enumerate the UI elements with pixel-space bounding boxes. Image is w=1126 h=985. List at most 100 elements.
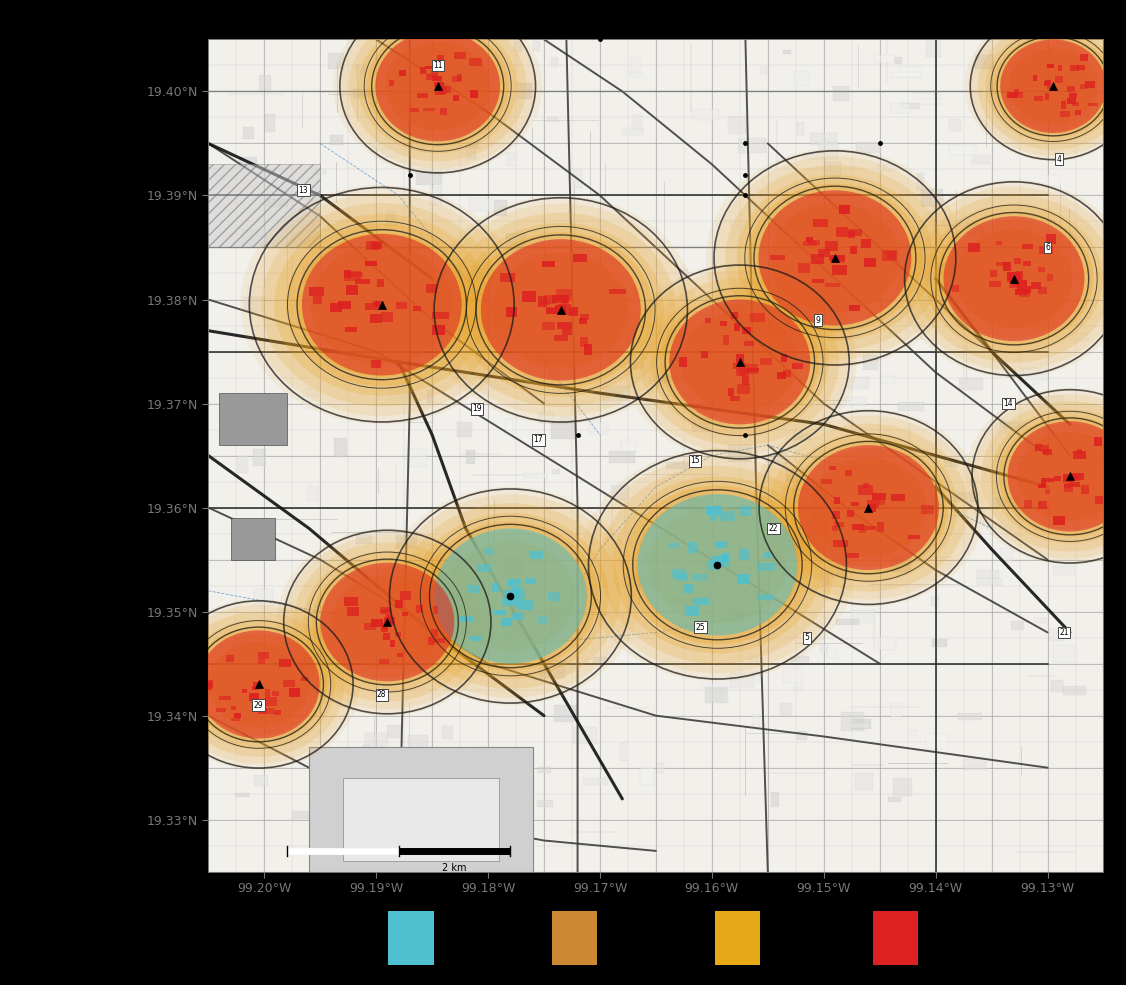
Bar: [1064, 483, 1070, 489]
Bar: [234, 713, 241, 718]
Bar: [292, 727, 307, 737]
Bar: [723, 336, 730, 345]
Bar: [866, 505, 872, 510]
Bar: [339, 300, 351, 309]
Bar: [549, 609, 565, 624]
Bar: [752, 672, 759, 683]
Bar: [701, 683, 727, 689]
Bar: [790, 656, 808, 662]
Bar: [242, 690, 248, 693]
Bar: [1016, 93, 1022, 98]
Bar: [565, 275, 581, 281]
Bar: [742, 327, 751, 334]
Ellipse shape: [198, 633, 320, 736]
Bar: [917, 173, 923, 190]
Bar: [470, 198, 491, 211]
Bar: [751, 601, 774, 616]
Bar: [231, 718, 240, 721]
Bar: [610, 485, 629, 500]
Bar: [1094, 437, 1102, 445]
Bar: [835, 228, 848, 237]
Bar: [969, 274, 977, 283]
Bar: [470, 90, 479, 98]
Bar: [883, 250, 897, 261]
Bar: [844, 470, 852, 476]
Bar: [528, 254, 551, 271]
Bar: [355, 279, 370, 284]
Bar: [554, 335, 569, 341]
Bar: [1078, 449, 1082, 454]
Bar: [459, 616, 473, 622]
Ellipse shape: [1008, 422, 1126, 532]
Text: 4: 4: [1056, 155, 1061, 164]
Bar: [731, 311, 738, 319]
Ellipse shape: [600, 466, 834, 664]
Bar: [1045, 489, 1051, 494]
Bar: [258, 698, 265, 706]
Bar: [770, 255, 785, 260]
Bar: [1038, 501, 1047, 508]
Bar: [330, 302, 342, 312]
Bar: [543, 261, 555, 267]
Ellipse shape: [798, 445, 939, 570]
Bar: [352, 89, 374, 98]
Bar: [759, 563, 775, 570]
Bar: [1024, 261, 1030, 266]
Bar: [423, 107, 435, 111]
Bar: [377, 287, 386, 299]
Ellipse shape: [458, 223, 663, 397]
Bar: [640, 767, 654, 785]
Bar: [544, 295, 556, 304]
Bar: [473, 262, 490, 279]
Bar: [893, 778, 912, 796]
Bar: [432, 312, 449, 318]
Bar: [733, 362, 745, 369]
Ellipse shape: [631, 270, 849, 454]
Bar: [440, 107, 447, 115]
Bar: [1037, 277, 1049, 295]
Bar: [932, 639, 947, 647]
Bar: [921, 504, 935, 513]
Bar: [388, 80, 394, 86]
Ellipse shape: [681, 312, 798, 412]
Bar: [1069, 483, 1080, 487]
Bar: [552, 469, 561, 474]
Bar: [825, 240, 838, 250]
Bar: [796, 122, 804, 136]
Bar: [573, 254, 587, 262]
Bar: [381, 624, 388, 631]
Bar: [794, 686, 803, 691]
Bar: [560, 417, 571, 424]
Bar: [533, 631, 555, 638]
Bar: [1024, 368, 1037, 384]
Bar: [744, 341, 754, 347]
Ellipse shape: [250, 193, 513, 416]
Bar: [395, 632, 402, 637]
Ellipse shape: [981, 401, 1126, 552]
Bar: [383, 149, 396, 158]
Bar: [738, 573, 750, 584]
Bar: [954, 492, 976, 502]
Bar: [427, 390, 435, 404]
Bar: [913, 93, 940, 99]
Bar: [452, 76, 462, 83]
Bar: [705, 560, 720, 574]
Bar: [829, 466, 835, 470]
Bar: [534, 312, 556, 325]
Bar: [738, 384, 750, 394]
Ellipse shape: [302, 234, 462, 375]
Bar: [356, 535, 372, 545]
Ellipse shape: [173, 612, 345, 756]
Bar: [557, 322, 572, 329]
Bar: [1080, 54, 1088, 61]
Bar: [634, 284, 661, 293]
Ellipse shape: [977, 23, 1126, 150]
Bar: [396, 535, 417, 548]
Bar: [1040, 479, 1046, 484]
Bar: [413, 306, 421, 310]
Bar: [552, 421, 575, 439]
Ellipse shape: [274, 214, 490, 396]
Bar: [806, 236, 813, 241]
Bar: [272, 691, 278, 695]
Ellipse shape: [190, 626, 328, 743]
